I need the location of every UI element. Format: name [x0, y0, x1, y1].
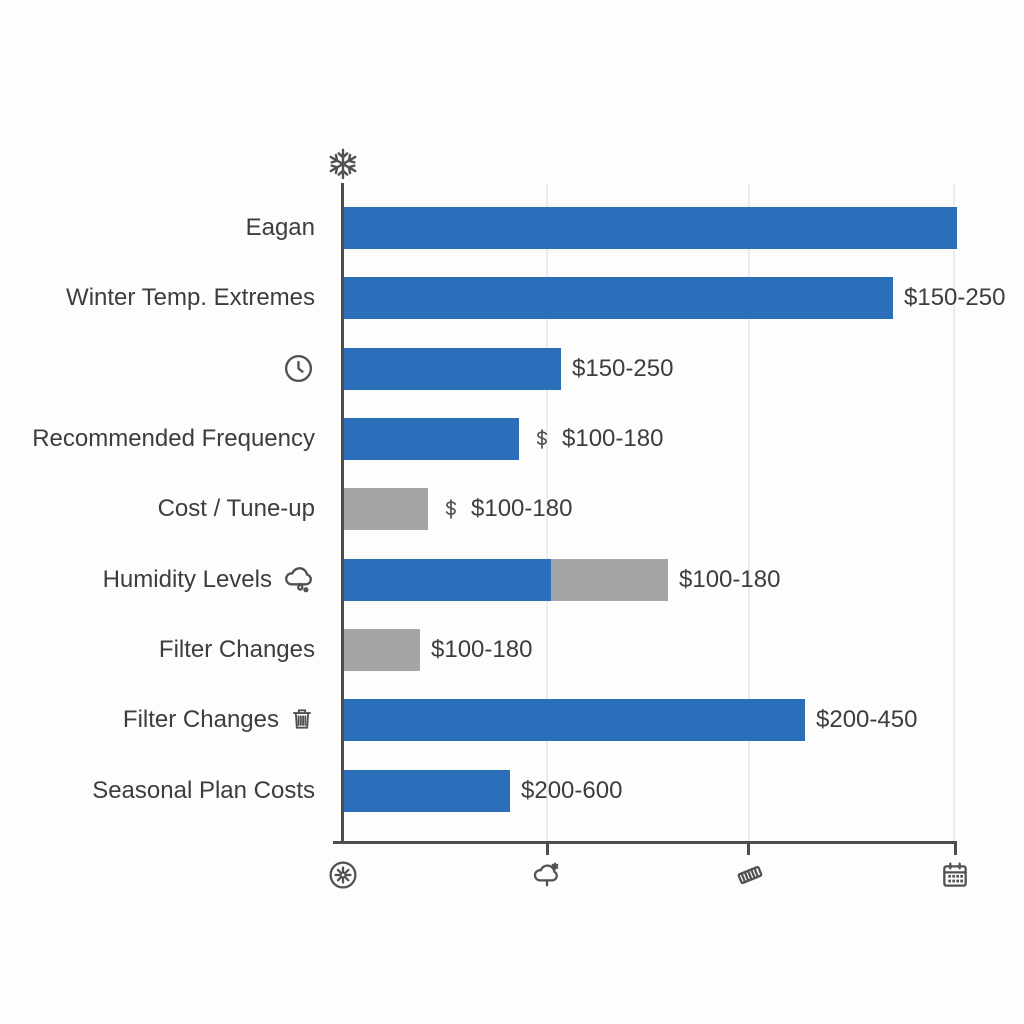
category-label: Recommended Frequency	[0, 425, 315, 453]
bar-segment-gray	[551, 558, 668, 601]
bar-segment-blue	[343, 769, 510, 812]
chart-row-winter-temp: Winter Temp. Extremes $150-250	[0, 263, 1024, 333]
chart-row-humidity-levels: Humidity Levels $100-180	[0, 544, 1024, 614]
bar-segment-blue	[343, 699, 805, 742]
x-axis-tick	[954, 842, 957, 855]
dollar-icon	[439, 497, 463, 521]
category-label-text: Eagan	[245, 214, 315, 242]
chart-row-seasonal-plan-costs: Seasonal Plan Costs $200-600	[0, 755, 1024, 825]
value-label: $100-180	[679, 565, 781, 593]
value-label: $150-250	[904, 284, 1006, 312]
x-axis-line	[333, 841, 957, 844]
category-label-text: Humidity Levels	[102, 565, 272, 593]
bar-segment-blue	[343, 418, 519, 461]
gridline	[748, 184, 750, 842]
value-label: $100-180	[439, 495, 572, 523]
value-label: $100-180	[530, 425, 663, 453]
trash-icon	[289, 706, 315, 735]
chart-row-filter-changes-2: Filter Changes $200-450	[0, 685, 1024, 755]
category-label-text: Filter Changes	[122, 706, 279, 734]
value-label: $150-250	[572, 354, 674, 382]
clock-icon	[282, 352, 315, 385]
bar-segment-blue	[343, 347, 561, 390]
category-label: Winter Temp. Extremes	[0, 284, 315, 312]
bar-segment-gray	[343, 488, 428, 531]
value-label: $200-450	[816, 706, 918, 734]
category-label-text: Winter Temp. Extremes	[66, 284, 315, 312]
x-axis-tick	[546, 842, 549, 855]
gridline	[953, 184, 955, 842]
category-label: Humidity Levels	[0, 563, 315, 596]
bar-segment-blue	[343, 558, 551, 601]
y-axis-line	[341, 183, 344, 843]
category-label: Cost / Tune-up	[0, 495, 315, 523]
category-label-text: Cost / Tune-up	[157, 495, 315, 523]
gridline	[546, 184, 548, 842]
snowflake-icon	[326, 147, 360, 181]
dollar-icon	[530, 427, 554, 451]
bar-segment-gray	[343, 628, 420, 671]
category-label-text: Seasonal Plan Costs	[92, 776, 315, 804]
bar-segment-blue	[343, 207, 957, 250]
chart-row-recommended-frequency: Recommended Frequency $100-180	[0, 404, 1024, 474]
category-label: Filter Changes	[0, 636, 315, 664]
category-label-text: Filter Changes	[158, 635, 315, 663]
chart-row-cost-tune-up: Cost / Tune-up $100-180	[0, 474, 1024, 544]
category-label: Filter Changes	[0, 706, 315, 735]
chart-row-clock: $150-250	[0, 334, 1024, 404]
chart-row-filter-changes-1: Filter Changes $100-180	[0, 615, 1024, 685]
value-label: $100-180	[431, 635, 533, 663]
cloud-snow-icon	[531, 859, 563, 891]
category-label	[0, 352, 315, 385]
category-label: Seasonal Plan Costs	[0, 777, 315, 805]
chart-row-eagan: Eagan	[0, 193, 1024, 263]
calendar-icon	[939, 859, 971, 891]
hvac-fan-icon	[327, 859, 359, 891]
value-label: $200-600	[521, 776, 623, 804]
cloud-drizzle-icon	[282, 563, 315, 596]
bar-segment-blue	[343, 277, 893, 320]
chart-rows: Eagan Winter Temp. Extremes $150-250 $15…	[0, 193, 1024, 826]
air-filter-icon	[734, 859, 766, 891]
category-label-text: Recommended Frequency	[32, 425, 315, 453]
category-label: Eagan	[0, 214, 315, 242]
x-axis-tick	[747, 842, 750, 855]
